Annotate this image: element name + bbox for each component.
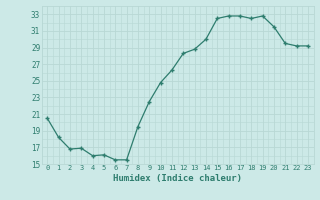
X-axis label: Humidex (Indice chaleur): Humidex (Indice chaleur) [113, 174, 242, 183]
